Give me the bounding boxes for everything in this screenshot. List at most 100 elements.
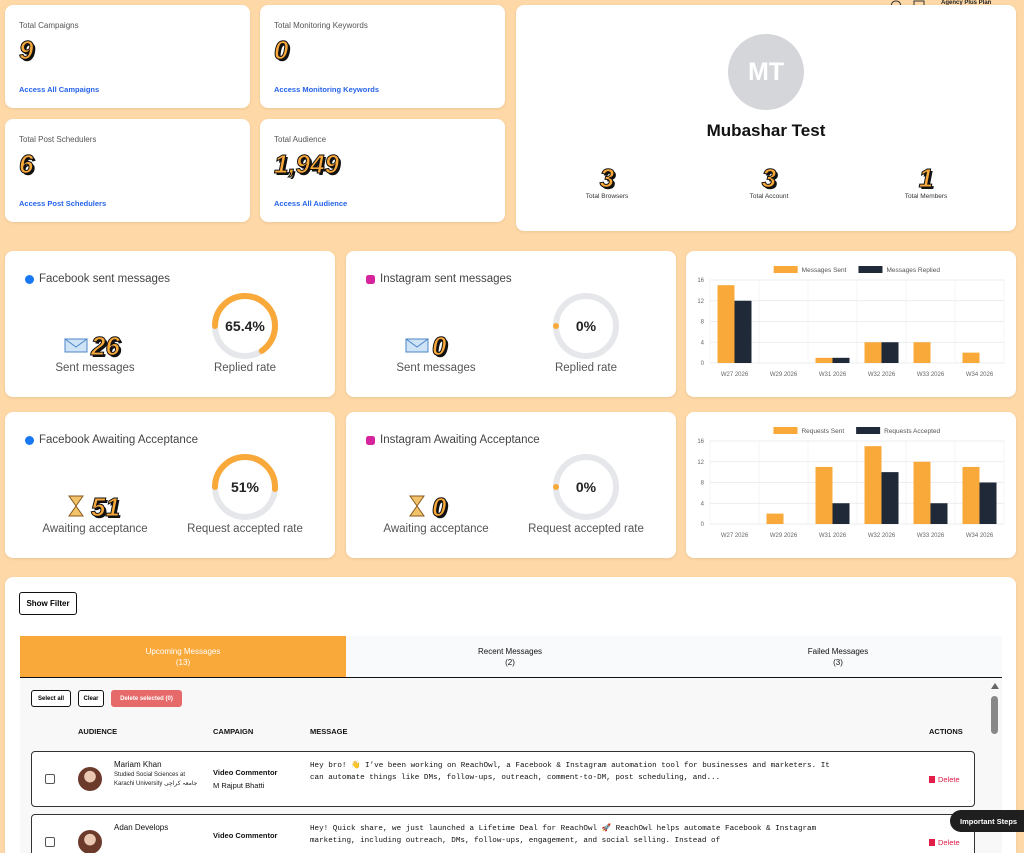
y-tick-label: 8	[701, 320, 705, 326]
stat-card: Total Post Schedulers 6 Access Post Schedu…	[5, 119, 250, 222]
table-button[interactable]: Clear	[78, 690, 104, 707]
metric-title: Instagram Awaiting Acceptance	[380, 434, 540, 446]
stat-title: Total Post Schedulers	[19, 135, 97, 144]
legend-label: Requests Sent	[801, 428, 844, 435]
bar	[864, 446, 882, 524]
profile-stat-value: 3	[599, 163, 615, 194]
x-tick-label: W31 2026	[819, 372, 847, 378]
tab-label: Recent Messages	[477, 647, 543, 656]
tab-count: (2)	[505, 658, 515, 667]
stat-title: Total Audience	[274, 135, 327, 144]
bar	[881, 472, 899, 524]
gauge-arc	[553, 454, 619, 520]
help-button[interactable]: Important Steps	[950, 810, 1024, 832]
hourglass-icon	[68, 495, 84, 517]
bar	[734, 300, 752, 363]
gauge: 51%	[212, 454, 278, 520]
metric-count: 0	[431, 331, 447, 362]
message-text: Hey! Quick share, we just launched a Lif…	[310, 825, 817, 845]
bar	[962, 352, 980, 363]
metric-card: Instagram sent messages 0 Sent messages 0% R…	[346, 251, 676, 397]
metric-card: Facebook sent messages 26 Sent messages 65.…	[5, 251, 335, 397]
gauge: 0%	[553, 293, 619, 359]
legend-label: Messages Sent	[802, 267, 847, 274]
gauge-arc	[553, 293, 619, 359]
legend-label: Messages Replied	[886, 267, 940, 274]
stat-link[interactable]: Access Monitoring Keywords	[274, 85, 380, 94]
row-checkbox[interactable]	[45, 837, 55, 847]
gauge: 0%	[553, 454, 619, 520]
network-icon	[25, 436, 34, 445]
stat-card: Total Audience 1,949 Access All Audience	[260, 119, 505, 222]
bar	[864, 342, 882, 363]
tab[interactable]: Recent Messages (2)	[346, 636, 674, 678]
tab-label: Upcoming Messages	[145, 647, 221, 656]
bar	[815, 357, 833, 363]
profile-stat-value: 1	[918, 163, 934, 194]
metric-count-label: Awaiting acceptance	[383, 523, 489, 535]
profile-stat-label: Total Members	[904, 193, 948, 200]
metric-title: Facebook sent messages	[39, 273, 171, 285]
audience-headline: Studied Social Sciences at Karachi Unive…	[114, 772, 198, 787]
legend-swatch	[858, 266, 883, 273]
x-tick-label: W33 2026	[917, 372, 945, 378]
x-tick-label: W29 2026	[770, 372, 798, 378]
filter-button[interactable]: Show Filter	[19, 592, 77, 615]
y-tick-label: 0	[701, 522, 705, 528]
stat-link[interactable]: Access All Campaigns	[19, 85, 100, 94]
delete-action[interactable]: Delete	[929, 775, 960, 784]
stat-value: 0	[273, 35, 289, 66]
column-header: CAMPAIGN	[213, 727, 254, 736]
column-header: AUDIENCE	[78, 727, 118, 736]
row-checkbox[interactable]	[45, 774, 55, 784]
tab[interactable]: Upcoming Messages (13)	[20, 636, 346, 678]
metric-count: 26	[91, 331, 121, 362]
x-tick-label: W29 2026	[770, 533, 798, 539]
table-area: Select all Clear Delete selected (0) AUDIEN…	[20, 678, 1002, 853]
gauge-value: 0%	[576, 318, 597, 334]
envelope-flap	[405, 338, 429, 348]
metric-count-label: Awaiting acceptance	[42, 523, 148, 535]
profile-stat-label: Total Account	[749, 193, 789, 200]
envelope-icon	[405, 338, 429, 353]
campaign-name: Video Commentor	[213, 768, 278, 777]
delete-action[interactable]: Delete	[929, 838, 960, 847]
chart: 0 4 8 12 16 W27 2026 W29 2026 W31 2026 W32 2026 W…	[697, 427, 1005, 539]
envelope-flap	[64, 338, 88, 348]
table-button[interactable]: Delete selected (0)	[111, 690, 182, 707]
scroll-up	[991, 683, 999, 689]
bar	[913, 342, 931, 363]
avatar: MT	[728, 34, 804, 110]
stat-link[interactable]: Access Post Schedulers	[19, 199, 107, 208]
legend-swatch	[773, 266, 798, 273]
bar	[913, 461, 931, 524]
bar	[832, 503, 850, 524]
x-tick-label: W33 2026	[917, 533, 945, 539]
legend-swatch	[856, 427, 881, 434]
bar	[766, 513, 784, 524]
instagram-icon	[366, 436, 375, 445]
stat-value: 1,949	[273, 149, 340, 180]
gauge-arc	[212, 454, 278, 520]
metric-count: 0	[431, 492, 447, 523]
tab[interactable]: Failed Messages (3)	[674, 636, 1002, 678]
legend-label: Requests Accepted	[884, 428, 940, 435]
bar	[881, 342, 899, 363]
x-tick-label: W32 2026	[868, 533, 896, 539]
metric-title: Facebook Awaiting Acceptance	[39, 434, 198, 446]
legend-swatch	[773, 427, 798, 434]
messages-panel: Show Filter Upcoming Messages (13) Recent M…	[5, 577, 1016, 853]
instagram-icon	[366, 275, 375, 284]
legend: Messages Sent Messages Replied	[773, 266, 940, 274]
metric-title: Instagram sent messages	[380, 273, 512, 285]
count-icon	[64, 338, 88, 353]
stat-link[interactable]: Access All Audience	[274, 199, 348, 208]
y-tick-label: 12	[697, 299, 704, 305]
profile-name: Mubashar Test	[706, 121, 826, 140]
metric-card: Instagram Awaiting Acceptance 0 Awaiting a…	[346, 412, 676, 558]
table-button[interactable]: Select all	[31, 690, 71, 707]
envelope-icon	[64, 338, 88, 353]
x-tick-label: W27 2026	[721, 533, 749, 539]
x-tick-label: W34 2026	[966, 372, 994, 378]
